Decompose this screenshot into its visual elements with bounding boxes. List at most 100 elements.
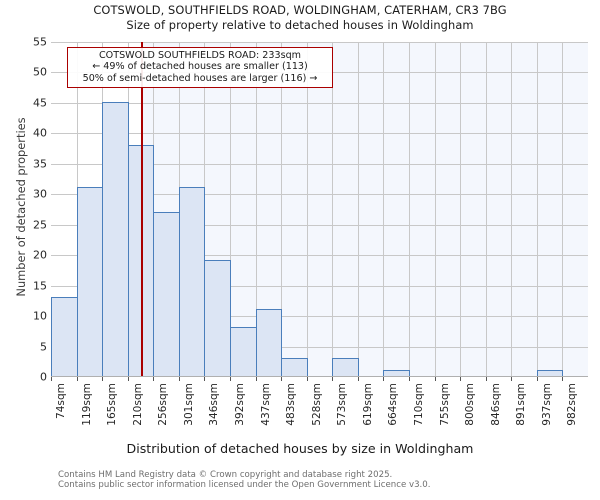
x-tick (230, 377, 231, 381)
x-tick (51, 377, 52, 381)
gridline-horizontal (51, 133, 588, 135)
gridline-horizontal (51, 255, 588, 257)
gridline-vertical (409, 42, 410, 376)
title-block: COTSWOLD, SOUTHFIELDS ROAD, WOLDINGHAM, … (0, 3, 600, 33)
y-tick-label: 15 (33, 279, 47, 293)
x-tick-label: 710sqm (413, 383, 425, 426)
y-axis: 0 5 10 15 20 25 30 35 40 45 50 55 (0, 36, 47, 384)
x-tick (76, 377, 78, 381)
y-tick-label: 25 (33, 218, 47, 232)
x-tick-label: 210sqm (131, 383, 144, 426)
y-axis-title: Number of detached properties (14, 117, 28, 297)
x-tick-label: 437sqm (259, 383, 272, 426)
histogram-bar[interactable] (383, 369, 410, 376)
gridline-vertical (460, 42, 462, 376)
property-marker-line (140, 42, 143, 376)
gridline-vertical (536, 42, 538, 376)
x-tick-label: 119sqm (80, 383, 93, 426)
plot-area (51, 42, 588, 377)
annotation-line-2: ← 49% of detached houses are smaller (11… (92, 61, 308, 73)
x-tick (204, 377, 206, 381)
y-tick-label: 35 (33, 157, 47, 171)
x-tick (536, 377, 538, 381)
histogram-bar[interactable] (204, 260, 231, 376)
footer-line-2: Contains public sector information licen… (58, 480, 431, 490)
y-tick-label: 55 (33, 35, 47, 49)
gridline-vertical (281, 42, 283, 376)
x-axis: 74sqm 119sqm 165sqm 210sqm 256sqm 301sqm 346sq… (51, 377, 588, 439)
gridline-horizontal (51, 285, 588, 287)
y-tick-label: 50 (33, 65, 47, 79)
gridline-vertical (383, 42, 385, 376)
histogram-bar[interactable] (51, 296, 78, 376)
x-tick (383, 377, 385, 381)
gridline-vertical (434, 42, 436, 376)
x-tick (460, 377, 462, 381)
gridline-vertical (255, 42, 257, 376)
x-tick (127, 377, 129, 381)
page-title: COTSWOLD, SOUTHFIELDS ROAD, WOLDINGHAM, … (93, 3, 507, 17)
x-tick-label: 346sqm (208, 383, 221, 426)
gridline-vertical (230, 42, 231, 376)
gridline-horizontal (51, 42, 588, 43)
histogram-bar[interactable] (536, 369, 564, 376)
x-tick (562, 377, 564, 381)
y-tick-label: 5 (40, 340, 47, 354)
x-tick-label: 528sqm (310, 383, 323, 426)
histogram-bar[interactable] (102, 101, 129, 376)
x-tick (511, 377, 513, 381)
x-tick (485, 377, 487, 381)
x-tick-label: 573sqm (336, 383, 349, 426)
histogram-bar[interactable] (76, 187, 104, 376)
annotation-box: COTSWOLD SOUTHFIELDS ROAD: 233sqm ← 49% … (67, 47, 333, 89)
x-tick (255, 377, 257, 381)
annotation-line-1: COTSWOLD SOUTHFIELDS ROAD: 233sqm (98, 50, 302, 61)
x-tick-label: 800sqm (464, 383, 477, 426)
histogram-bar[interactable] (178, 187, 206, 376)
page-subtitle: Size of property relative to detached ho… (126, 18, 474, 32)
x-tick-label: 891sqm (515, 383, 528, 426)
x-tick (306, 377, 308, 381)
x-tick-label: 483sqm (285, 383, 298, 426)
x-tick-label: 664sqm (387, 383, 400, 426)
x-tick (409, 377, 410, 381)
x-tick (153, 377, 155, 381)
x-tick-label: 846sqm (489, 383, 502, 426)
x-tick-label: 301sqm (182, 383, 195, 426)
x-tick (434, 377, 436, 381)
footer-attribution: Contains HM Land Registry data © Crown c… (58, 470, 430, 490)
x-tick-label: 619sqm (361, 383, 374, 426)
gridline-horizontal (51, 346, 588, 348)
footer-line-1: Contains HM Land Registry data © Crown c… (58, 470, 393, 480)
gridline-horizontal (51, 224, 588, 226)
gridline-vertical (332, 42, 334, 376)
histogram-bar[interactable] (332, 357, 359, 376)
y-tick-label: 10 (33, 309, 47, 323)
gridline-horizontal (51, 163, 588, 165)
x-axis-title: Distribution of detached houses by size … (126, 441, 474, 456)
y-tick-label: 30 (33, 187, 47, 201)
x-tick-label: 165sqm (106, 383, 119, 426)
x-tick-label: 982sqm (566, 383, 579, 426)
annotation-line-3: 50% of semi-detached houses are larger (… (82, 72, 318, 84)
y-tick-label: 20 (33, 248, 47, 262)
gridline-vertical (511, 42, 513, 376)
gridline-vertical (357, 42, 359, 376)
x-tick-label: 74sqm (55, 383, 67, 420)
histogram-bar[interactable] (281, 357, 308, 376)
histogram-bar[interactable] (255, 309, 283, 376)
x-tick-label: 937sqm (540, 383, 553, 426)
x-tick (281, 377, 283, 381)
histogram-bar[interactable] (153, 211, 180, 376)
x-tick-label: 256sqm (157, 383, 170, 426)
gridline-vertical (306, 42, 308, 376)
y-tick-label: 45 (33, 96, 47, 110)
histogram-bar[interactable] (230, 327, 257, 376)
x-tick (102, 377, 104, 381)
gridline-horizontal (51, 194, 588, 196)
y-tick-label: 40 (33, 126, 47, 140)
gridline-horizontal (51, 102, 588, 104)
x-tick-label: 755sqm (438, 383, 451, 426)
gridline-vertical (485, 42, 487, 376)
x-tick (357, 377, 359, 381)
